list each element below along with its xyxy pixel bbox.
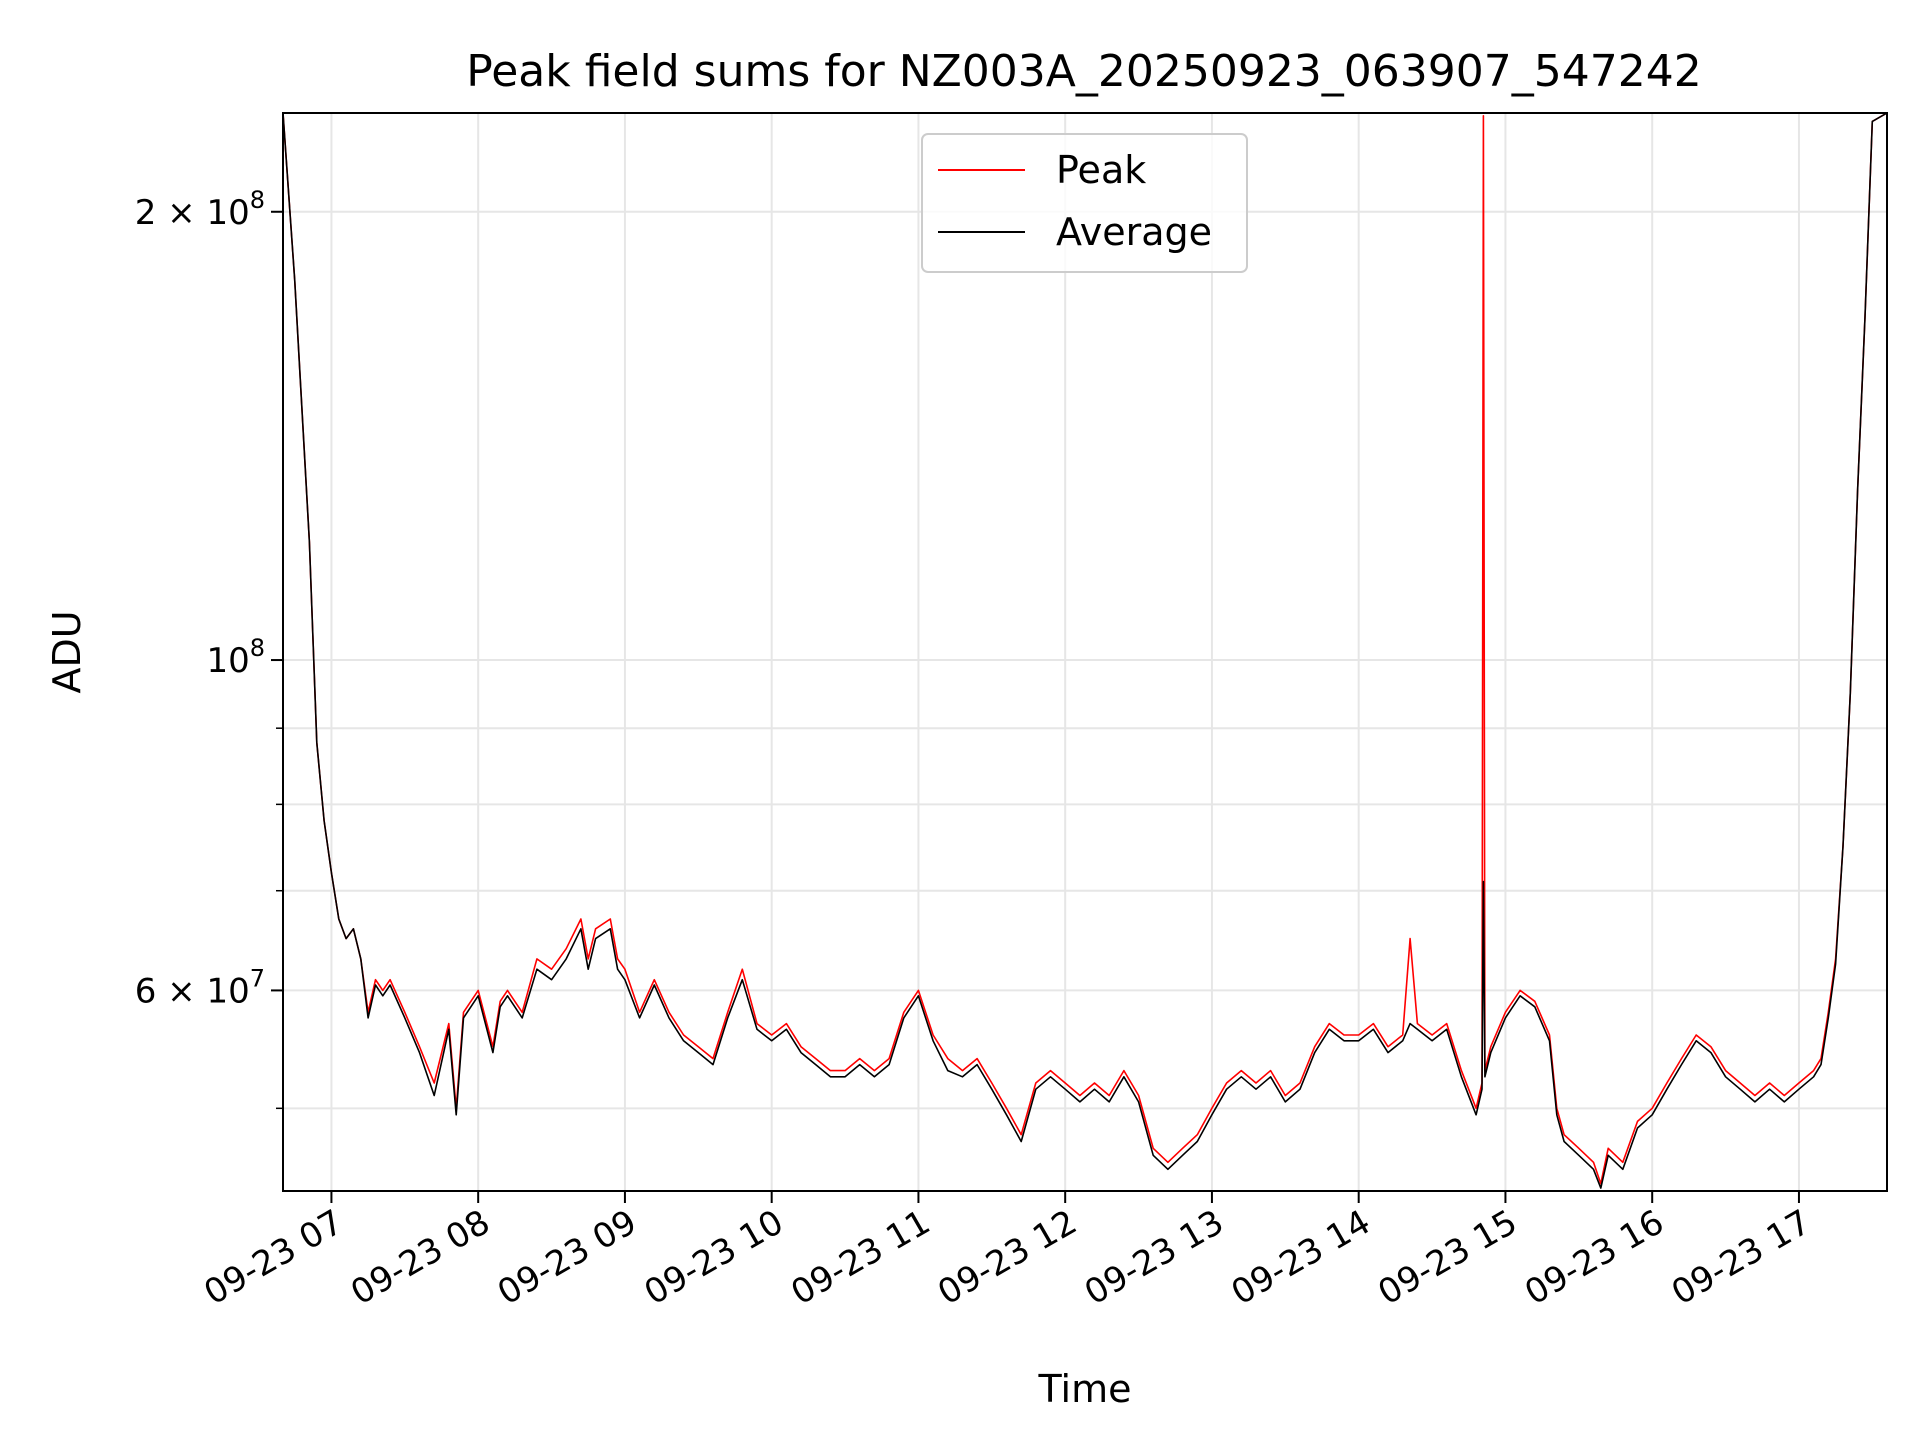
y-tick-label: 2 × 108 — [135, 186, 265, 233]
legend: Peak Average — [921, 133, 1248, 273]
plot-frame — [282, 112, 1888, 1192]
grid-layer — [283, 113, 1887, 1191]
y-tick-label: 108 — [206, 634, 265, 681]
x-axis-label: Time — [1038, 1367, 1132, 1411]
y-tick-layer: 108 6 × 107 2 × 108 — [135, 186, 283, 1110]
y-tick-label: 6 × 107 — [135, 964, 265, 1011]
legend-label-peak: Peak — [1056, 148, 1146, 192]
series-line-average — [283, 113, 1887, 1189]
legend-label-average: Average — [1056, 210, 1212, 254]
chart-title: Peak field sums for NZ003A_20250923_0639… — [466, 46, 1701, 97]
series-line-peak — [283, 113, 1887, 1185]
series-layer — [283, 113, 1887, 1189]
legend-box — [921, 133, 1248, 273]
y-axis-label: ADU — [45, 610, 89, 693]
